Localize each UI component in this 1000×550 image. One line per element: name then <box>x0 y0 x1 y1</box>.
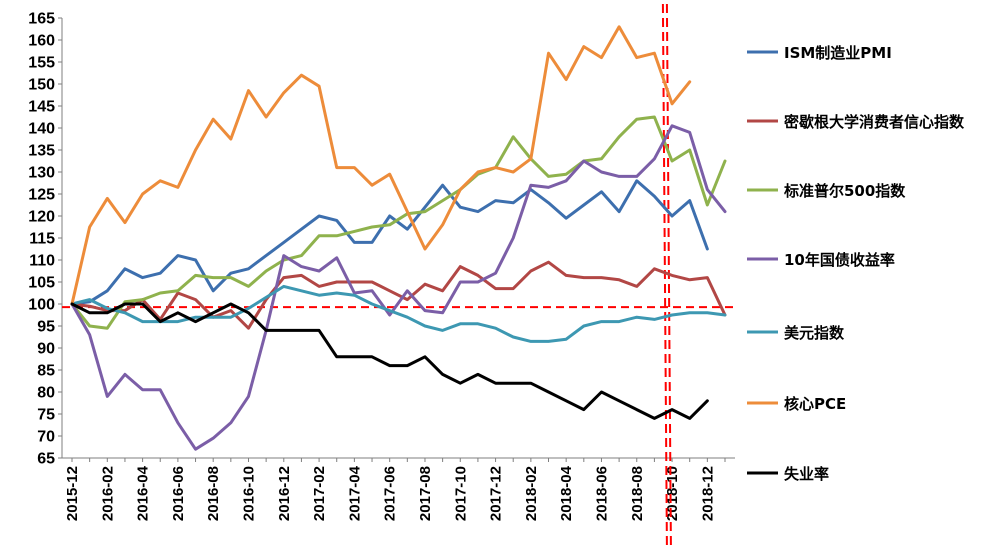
y-tick-label: 65 <box>37 451 55 468</box>
x-tick-label: 2017-06 <box>382 466 399 521</box>
legend-label-0: ISM制造业PMI <box>784 44 892 62</box>
y-tick-label: 125 <box>28 187 55 204</box>
x-tick-label: 2018-08 <box>629 466 646 521</box>
x-tick-label: 2018-04 <box>558 465 575 521</box>
y-tick-label: 145 <box>28 99 55 116</box>
series-line-5 <box>70 25 692 306</box>
y-tick-label: 160 <box>28 33 55 50</box>
x-tick-label: 2017-04 <box>346 465 363 521</box>
y-tick-label: 135 <box>28 143 55 160</box>
reference-lines <box>62 3 735 546</box>
y-tick-label: 90 <box>37 341 55 358</box>
x-tick-label: 2016-12 <box>276 466 293 521</box>
x-tick-label: 2016-04 <box>135 465 152 521</box>
y-tick-label: 75 <box>37 407 55 424</box>
series-lines <box>70 25 727 451</box>
axes: 65 70 75 80 85 90 95 100 105 110 115 120 125 130 135 14… <box>28 11 735 521</box>
series-line-6 <box>70 302 709 420</box>
legend-label-2: 标准普尔500指数 <box>783 182 906 200</box>
y-tick-label: 95 <box>37 319 55 336</box>
x-tick-label: 2017-08 <box>417 466 434 521</box>
series-line-2 <box>70 115 727 330</box>
legend-label-1: 密歇根大学消费者信心指数 <box>784 113 965 131</box>
y-tick-label: 110 <box>29 253 55 270</box>
y-tick-label: 85 <box>37 363 55 380</box>
y-tick-label: 150 <box>28 77 55 94</box>
x-tick-label: 2018-12 <box>699 466 716 521</box>
x-tick-label: 2016-10 <box>240 466 257 521</box>
series-line-1 <box>70 260 727 330</box>
y-tick-label: 100 <box>28 297 55 314</box>
series-line-3 <box>70 124 727 451</box>
x-tick-label: 2018-02 <box>523 466 540 521</box>
y-tick-label: 120 <box>28 209 55 226</box>
y-tick-label: 130 <box>28 165 55 182</box>
y-tick-label: 105 <box>28 275 55 292</box>
legend-label-6: 失业率 <box>784 465 829 483</box>
legend-label-4: 美元指数 <box>784 324 845 342</box>
y-tick-label: 140 <box>28 121 55 138</box>
series-line-0 <box>70 179 709 306</box>
x-tick-label: 2016-06 <box>170 466 187 521</box>
y-tick-label: 80 <box>37 385 55 402</box>
y-tick-label: 165 <box>28 11 55 28</box>
y-tick-label: 115 <box>29 231 55 248</box>
y-tick-label: 70 <box>37 429 55 446</box>
y-tick-label: 155 <box>28 55 55 72</box>
x-tick-label: 2018-10 <box>664 466 681 521</box>
x-tick-label: 2017-02 <box>311 466 328 521</box>
x-tick-label: 2016-02 <box>99 466 116 521</box>
x-tick-label: 2015-12 <box>64 466 81 521</box>
legend-label-3: 10年国债收益率 <box>784 251 895 269</box>
x-tick-label: 2016-08 <box>205 466 222 521</box>
x-tick-label: 2018-06 <box>593 466 610 521</box>
x-tick-label: 2017-10 <box>452 466 469 521</box>
x-tick-label: 2017-12 <box>488 466 505 521</box>
vertical-marker-line <box>661 3 668 546</box>
legend-label-5: 核心PCE <box>784 395 846 413</box>
series-line-4 <box>70 284 727 343</box>
